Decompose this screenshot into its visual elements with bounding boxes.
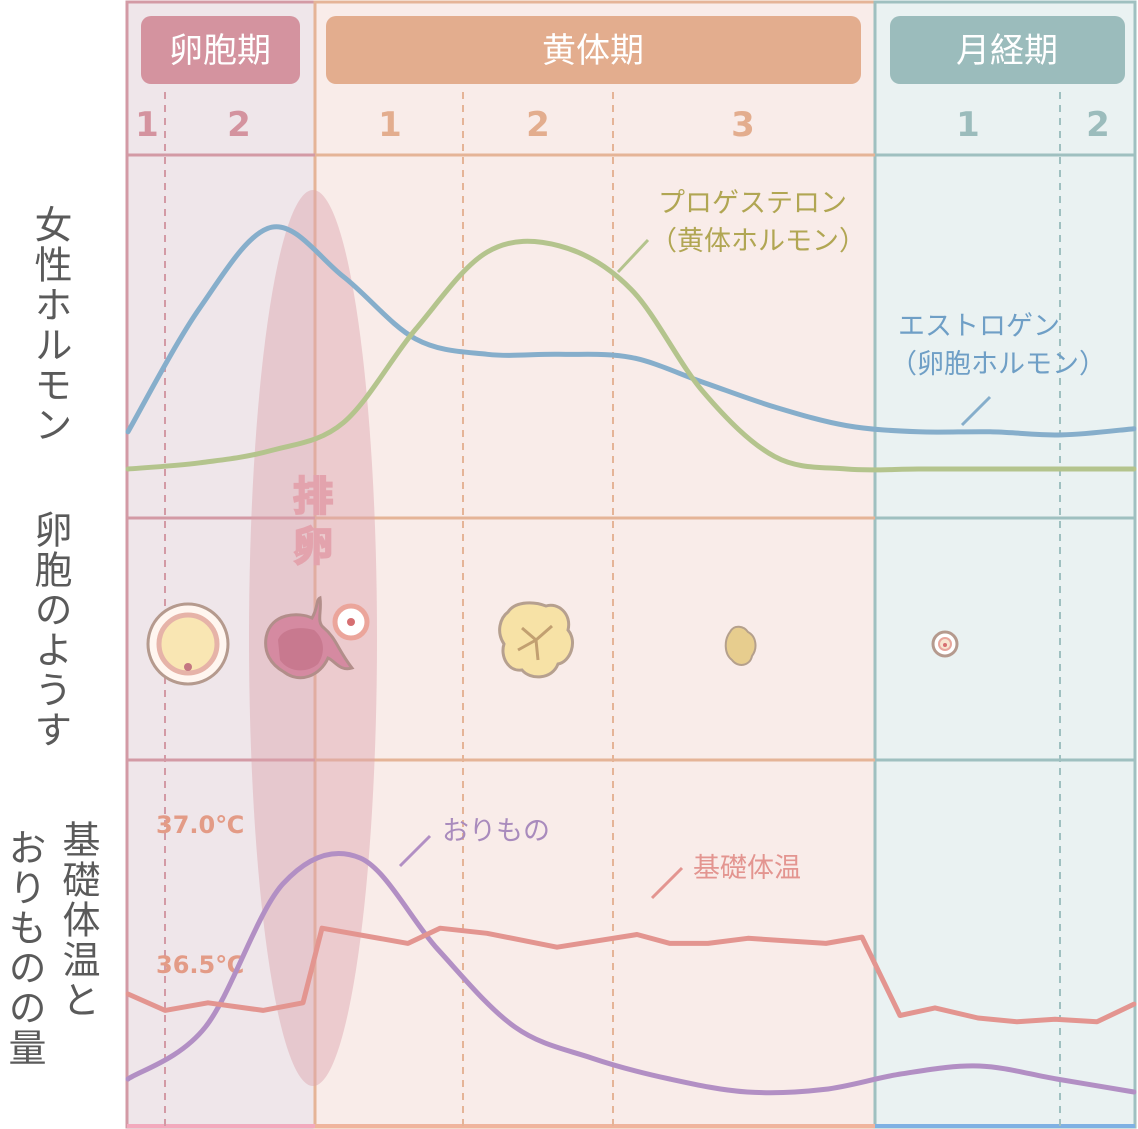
bbt-panel-label-a: 基礎体温と (56, 820, 100, 1020)
phase-header-luteal: 黄体期 (326, 16, 861, 84)
subphase-m1: 1 (956, 105, 980, 145)
temp-label-low: 36.5℃ (156, 951, 244, 979)
subphase-dividers (164, 92, 1061, 1126)
temp-label-high: 37.0℃ (156, 811, 244, 839)
follicle-panel-label: 卵胞のようす (28, 510, 72, 750)
subphase-f1: 1 (135, 105, 159, 145)
discharge-label: おりもの (442, 816, 550, 847)
bbt-leader (650, 866, 684, 900)
subphase-f2: 2 (227, 105, 251, 145)
corpus-luteum-icon (498, 601, 574, 679)
phase-label-menstrual: 月経期 (956, 31, 1058, 71)
phase-bg-follicular (127, 2, 315, 1127)
corpus-albicans-icon (724, 625, 757, 666)
estrogen-sublabel: （卵胞ホルモン） (890, 349, 1106, 380)
phase-bg-menstrual (875, 2, 1135, 1127)
estrogen-line (125, 224, 1137, 438)
bbt-line (125, 925, 1137, 1025)
progesterone-leader (616, 238, 650, 274)
discharge-leader (398, 834, 432, 868)
ovulation-label-1: 排 (293, 474, 333, 520)
follicle-primary-icon (146, 602, 230, 686)
phase-label-follicular: 卵胞期 (169, 31, 271, 71)
phase-header-follicular: 卵胞期 (141, 16, 300, 84)
progesterone-label: プロゲステロン (658, 188, 847, 219)
progesterone-sublabel: （黄体ホルモン） (650, 226, 866, 257)
progesterone-line (125, 238, 1137, 473)
estrogen-label: エストロゲン (898, 311, 1060, 342)
bbt-panel-label-b: おりものの量 (2, 828, 46, 1068)
bbt-label: 基礎体温 (693, 853, 801, 884)
ruptured-follicle-icon (264, 595, 355, 680)
ovulation-label-2: 卵 (293, 524, 333, 570)
phase-header-menstrual: 月経期 (890, 16, 1125, 84)
subphase-l1: 1 (378, 105, 402, 145)
hormone-panel-label: 女性ホルモン (28, 205, 72, 445)
section-dividers (127, 153, 1135, 762)
phase-label-luteal: 黄体期 (542, 31, 644, 71)
ovum-icon (332, 603, 370, 641)
subphase-l2: 2 (526, 105, 550, 145)
estrogen-leader (960, 395, 992, 427)
phase-bg-luteal (315, 2, 875, 1127)
discharge-line (125, 851, 1137, 1096)
subphase-l3: 3 (731, 105, 755, 145)
small-follicle-icon (931, 630, 959, 658)
subphase-m2: 2 (1086, 105, 1110, 145)
